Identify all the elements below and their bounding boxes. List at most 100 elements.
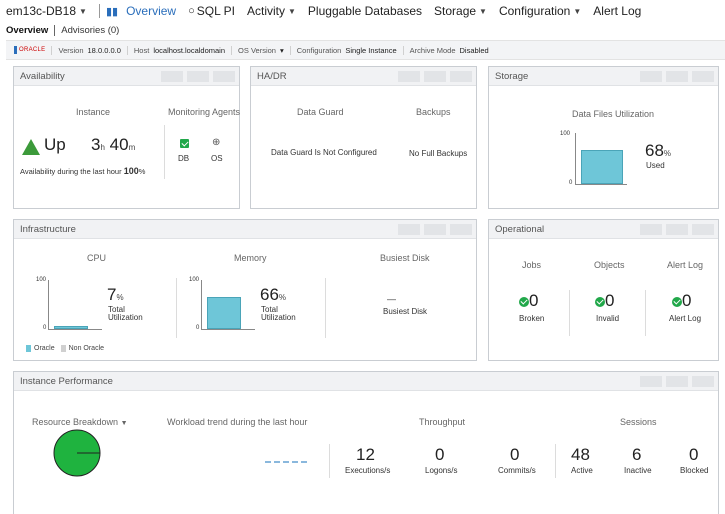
commits-value[interactable]: 0 xyxy=(510,445,520,464)
chat-bubble-icon: ○ xyxy=(188,5,195,17)
legend-swatch-non-oracle xyxy=(60,345,66,352)
alert-log-value[interactable]: 0 xyxy=(672,291,691,311)
jobs-value[interactable]: 0 xyxy=(519,291,538,311)
target-name: em13c-DB18 xyxy=(6,4,77,18)
memory-value: 66% xyxy=(260,285,287,304)
panel-tool-button[interactable] xyxy=(692,71,714,82)
panel-title: Storage xyxy=(495,70,529,82)
panel-tool-button[interactable] xyxy=(424,224,446,235)
legend-oracle: Oracle xyxy=(34,345,55,352)
panel-tool-button[interactable] xyxy=(640,71,662,82)
panel-tool-button[interactable] xyxy=(450,224,472,235)
nav-sql-pi[interactable]: ○ SQL PI xyxy=(188,4,235,18)
data-guard-status[interactable]: Data Guard Is Not Configured xyxy=(271,148,377,157)
busiest-disk-label: Busiest Disk xyxy=(380,253,430,263)
nav-label: Overview xyxy=(126,4,177,18)
inactive-sessions-label: Inactive xyxy=(624,466,652,475)
ok-check-icon xyxy=(595,296,605,307)
axis-tick-label: 0 xyxy=(196,325,200,331)
panel-title: HA/DR xyxy=(257,70,287,82)
panel-tool-button[interactable] xyxy=(640,224,662,235)
chart-axis xyxy=(201,280,202,330)
infrastructure-panel: Infrastructure CPU Memory Busiest Disk 1… xyxy=(13,219,477,361)
agent-os-label[interactable]: OS xyxy=(211,154,223,163)
cpu-label: CPU xyxy=(87,253,107,263)
inactive-sessions-value[interactable]: 6 xyxy=(632,445,642,464)
memory-utilization-bar[interactable] xyxy=(207,297,241,329)
busiest-disk-link[interactable]: Busiest Disk xyxy=(383,307,428,316)
panel-tool-button[interactable] xyxy=(692,224,714,235)
storage-utilization-bar[interactable] xyxy=(581,150,623,184)
divider xyxy=(329,444,330,478)
chart-legend: Oracle Non Oracle xyxy=(26,345,104,352)
nav-storage[interactable]: Storage ▼ xyxy=(434,4,487,18)
up-arrow-icon xyxy=(22,139,40,155)
panel-title: Operational xyxy=(495,223,545,235)
db-agent-ok-icon xyxy=(180,139,189,148)
nav-label: Alert Log xyxy=(593,4,642,18)
divider xyxy=(164,125,165,179)
tab-advisories[interactable]: Advisories (0) xyxy=(61,24,120,36)
cpu-total-utilization-label: Total Utilization xyxy=(108,305,143,322)
panel-header: Infrastructure xyxy=(14,220,476,239)
nav-pluggable-databases[interactable]: Pluggable Databases xyxy=(308,4,422,18)
workload-trend-sparkline[interactable] xyxy=(265,461,307,463)
panel-tool-button[interactable] xyxy=(640,376,662,387)
panel-tool-button[interactable] xyxy=(692,376,714,387)
chevron-down-icon: ▼ xyxy=(288,6,296,16)
jobs-broken-label: Broken xyxy=(519,314,545,323)
os-version-dropdown[interactable]: OS Version ▾ xyxy=(231,45,290,55)
chart-axis xyxy=(201,329,255,330)
resource-breakdown-dropdown[interactable]: Resource Breakdown ▼ xyxy=(32,417,128,427)
ok-check-icon xyxy=(519,296,529,307)
panel-title: Availability xyxy=(20,70,65,82)
busiest-disk-value: — xyxy=(387,294,396,304)
target-selector[interactable]: em13c-DB18 ▼ xyxy=(6,4,87,18)
nav-activity[interactable]: Activity ▼ xyxy=(247,4,296,18)
instance-performance-panel: Instance Performance Resource Breakdown … xyxy=(13,371,719,514)
executions-value[interactable]: 12 xyxy=(356,445,375,464)
divider xyxy=(555,444,556,478)
panel-tool-button[interactable] xyxy=(187,71,209,82)
host-info: Host localhost.localdomain xyxy=(126,45,231,55)
blocked-sessions-value[interactable]: 0 xyxy=(689,445,699,464)
panel-tool-button[interactable] xyxy=(666,376,688,387)
panel-tool-button[interactable] xyxy=(398,71,420,82)
storage-panel: Storage Data Files Utilization 100 0 68%… xyxy=(488,66,719,209)
panel-tool-button[interactable] xyxy=(213,71,235,82)
active-sessions-value[interactable]: 48 xyxy=(571,445,590,464)
logons-value[interactable]: 0 xyxy=(435,445,445,464)
panel-title: Instance Performance xyxy=(20,375,113,387)
cpu-utilization-bar[interactable] xyxy=(54,326,88,329)
axis-tick-label: 100 xyxy=(36,277,47,283)
panel-tool-button[interactable] xyxy=(666,224,688,235)
backups-status[interactable]: No Full Backups xyxy=(409,149,468,158)
hadr-panel: HA/DR Data Guard Backups Data Guard Is N… xyxy=(250,66,477,209)
objects-value[interactable]: 0 xyxy=(595,291,614,311)
status-up: Up xyxy=(44,135,66,154)
panel-tool-button[interactable] xyxy=(398,224,420,235)
version-info: Version 18.0.0.0.0 xyxy=(51,45,126,55)
panel-tool-button[interactable] xyxy=(450,71,472,82)
pin-icon[interactable]: ▮▮ xyxy=(105,5,119,18)
active-sessions-label: Active xyxy=(571,466,593,475)
backups-label: Backups xyxy=(416,107,451,117)
nav-configuration[interactable]: Configuration ▼ xyxy=(499,4,581,18)
nav-alert-log[interactable]: Alert Log xyxy=(593,4,641,18)
workload-trend-label: Workload trend during the last hour xyxy=(167,417,308,427)
panel-tool-button[interactable] xyxy=(666,71,688,82)
chevron-down-icon: ▼ xyxy=(573,6,582,16)
oracle-logo: ORACLE xyxy=(14,46,45,54)
os-agent-icon: ⊕ xyxy=(212,137,221,148)
chevron-down-icon: ▼ xyxy=(79,6,87,16)
config-value: Single Instance xyxy=(345,45,397,55)
panel-header: Instance Performance xyxy=(14,372,718,391)
chevron-down-icon: ▼ xyxy=(479,6,487,16)
ok-check-icon xyxy=(672,296,682,307)
resource-breakdown-pie[interactable] xyxy=(52,428,102,478)
agent-db-label[interactable]: DB xyxy=(178,154,190,163)
panel-tool-button[interactable] xyxy=(424,71,446,82)
tab-overview[interactable]: Overview xyxy=(6,24,49,36)
panel-tool-button[interactable] xyxy=(161,71,183,82)
nav-overview[interactable]: Overview xyxy=(126,4,176,18)
